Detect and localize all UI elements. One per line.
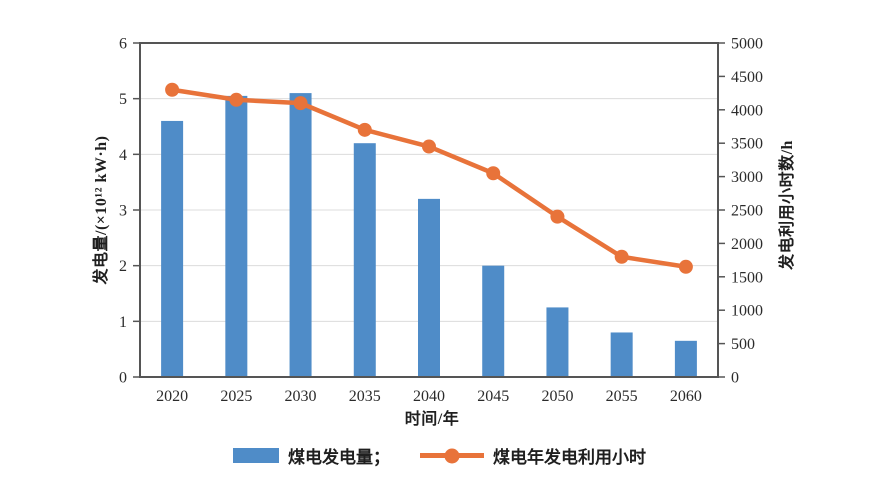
bar-2055 xyxy=(610,332,633,377)
y-right-tick-label: 2500 xyxy=(731,203,763,220)
bar-2050 xyxy=(546,307,569,377)
marker-2060 xyxy=(678,259,693,274)
bar-2040 xyxy=(418,198,440,377)
y-right-tick-label: 4000 xyxy=(731,102,763,119)
y-axis-right-title: 发电利用小时数/h xyxy=(779,140,796,270)
x-tick-label-2045: 2045 xyxy=(477,388,509,405)
legend-item-line: 煤电年发电利用小时 xyxy=(420,443,646,468)
y-right-tick-label: 1500 xyxy=(731,269,763,286)
y-right-tick-label: 2000 xyxy=(731,236,763,253)
y-left-tick-label: 0 xyxy=(119,370,127,387)
bar-2060 xyxy=(674,340,697,377)
y-right-tick-label: 5000 xyxy=(731,36,763,53)
marker-2050 xyxy=(550,209,565,224)
x-tick-label-2025: 2025 xyxy=(220,388,252,405)
y-left-tick-label: 6 xyxy=(119,36,127,53)
y-left-tick-label: 2 xyxy=(119,258,127,275)
x-tick-label-2050: 2050 xyxy=(541,388,573,405)
marker-2045 xyxy=(486,166,501,181)
legend-bar-swatch xyxy=(233,448,279,463)
bar-2035 xyxy=(353,143,376,377)
y-left-tick-label: 4 xyxy=(119,147,127,164)
x-tick-label-2020: 2020 xyxy=(156,388,188,405)
y-right-tick-label: 3500 xyxy=(731,136,763,153)
x-tick-label-2035: 2035 xyxy=(349,388,381,405)
y-left-tick-label: 5 xyxy=(119,91,127,108)
y-right-tick-label: 1000 xyxy=(731,303,763,320)
legend-line-swatch xyxy=(420,448,484,463)
y-left-tick-label: 1 xyxy=(119,314,127,331)
y-left-tick-label: 3 xyxy=(119,203,127,220)
legend-line-marker-dot xyxy=(444,448,460,463)
bar-2045 xyxy=(482,265,505,377)
marker-2025 xyxy=(229,92,244,107)
marker-2020 xyxy=(165,82,180,97)
bar-2030 xyxy=(289,93,312,377)
bar-2020 xyxy=(161,120,184,377)
marker-2055 xyxy=(614,249,629,264)
legend-bar-label: 煤电发电量； xyxy=(288,448,390,467)
y-right-tick-label: 0 xyxy=(731,370,739,387)
x-axis-title: 时间/年 xyxy=(404,411,460,428)
marker-2030 xyxy=(293,96,308,111)
y-right-tick-label: 4500 xyxy=(731,69,763,86)
legend-line-label: 煤电年发电利用小时 xyxy=(493,448,646,467)
y-right-tick-label: 500 xyxy=(731,336,755,353)
legend: 煤电发电量； 煤电年发电利用小时 xyxy=(0,443,879,468)
x-tick-label-2055: 2055 xyxy=(606,388,638,405)
marker-2035 xyxy=(357,122,372,137)
legend-item-bar: 煤电发电量； xyxy=(233,443,390,468)
x-tick-label-2040: 2040 xyxy=(413,388,445,405)
bar-2025 xyxy=(225,95,248,377)
y-right-tick-label: 3000 xyxy=(731,169,763,186)
x-tick-label-2060: 2060 xyxy=(670,388,702,405)
x-tick-label-2030: 2030 xyxy=(285,388,317,405)
marker-2040 xyxy=(422,139,436,154)
y-axis-left-title: 发电量/(×10¹² kW·h) xyxy=(93,135,110,285)
